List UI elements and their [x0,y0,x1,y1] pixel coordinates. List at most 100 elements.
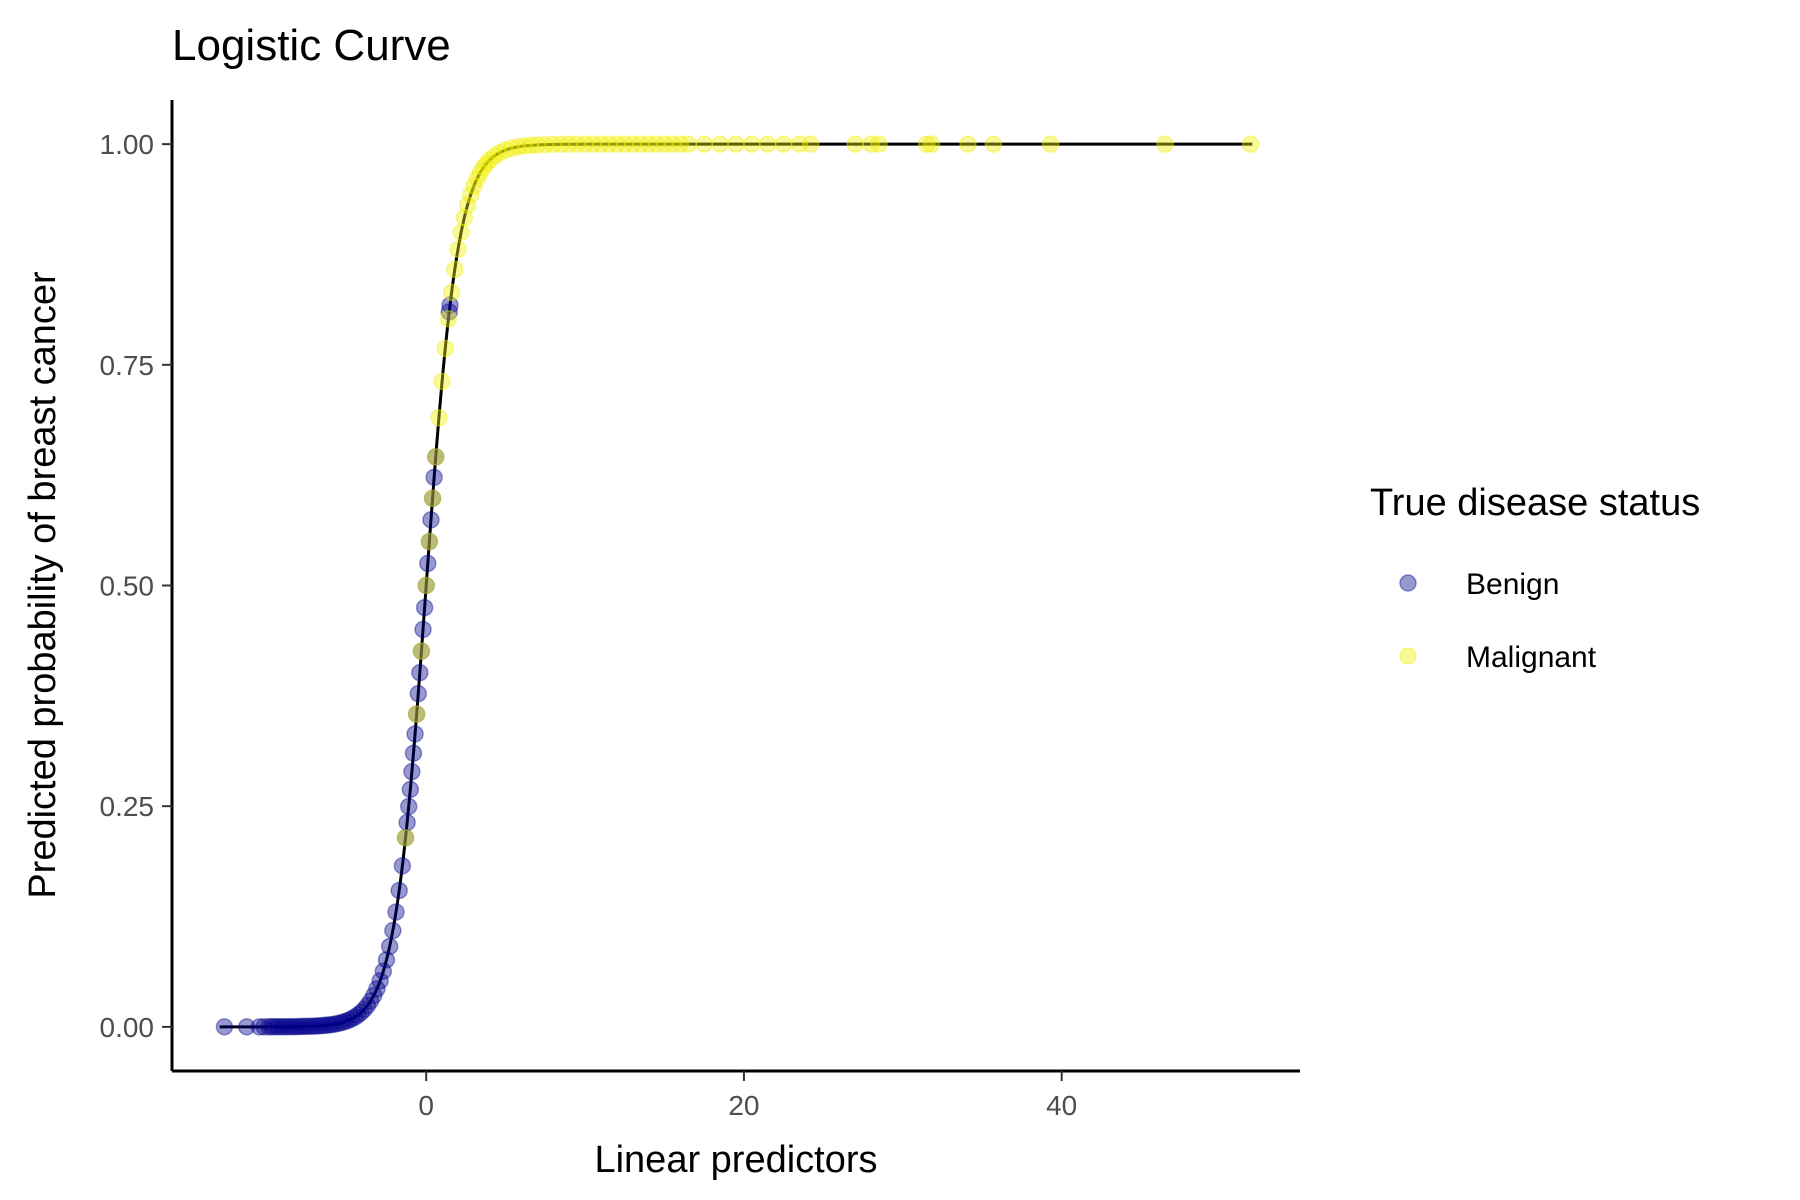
data-point-benign [279,1017,297,1036]
legend-key-benign [1399,574,1417,592]
data-point-malignant [496,141,515,159]
y-tick-label: 0.25 [100,791,155,822]
data-point-malignant [552,135,570,154]
data-point-malignant [455,208,474,227]
data-point-benign [380,937,399,956]
data-point-malignant [671,135,690,153]
data-point-benign [417,576,435,595]
data-point-benign [330,1014,348,1032]
data-point-malignant [616,135,634,153]
data-point-malignant [862,135,880,153]
data-point-malignant [639,135,658,153]
data-point-malignant [465,177,483,195]
data-point-malignant [655,135,674,153]
data-point-benign [255,1018,273,1036]
y-axis-title: Predicted probability of breast cancer [22,271,64,899]
data-point-malignant [417,576,435,595]
data-point-malignant [759,135,777,153]
data-point-malignant [679,135,698,153]
data-point-benign [426,448,445,466]
data-point-benign [368,980,386,998]
data-point-malignant [984,135,1003,153]
data-point-malignant [481,151,499,169]
data-point-benign [323,1015,342,1034]
legend-label-malignant: Malignant [1466,641,1597,674]
data-point-malignant [608,135,626,153]
data-point-malignant [412,642,431,660]
data-point-malignant [490,144,509,162]
y-axis-ticks: 0.00 0.25 0.50 0.75 1.00 [100,129,172,1043]
data-point-benign [266,1018,285,1036]
data-point-benign [440,303,458,321]
data-point-benign [361,992,380,1010]
data-point-benign [311,1017,329,1035]
data-point-malignant [407,705,426,723]
data-point-benign [390,881,408,900]
data-point-malignant [426,448,445,466]
data-point-malignant [846,135,864,153]
data-point-malignant [485,147,504,165]
data-point-benign [333,1013,351,1032]
y-tick-label: 0.00 [100,1012,155,1043]
data-point-benign [398,813,416,832]
data-point-benign [415,598,434,617]
data-point-benign [282,1017,300,1036]
data-point-malignant [433,372,451,391]
data-point-benign [365,986,383,1005]
data-point-benign [399,797,418,816]
data-point-benign [411,663,429,682]
curve-layer [219,142,1253,1029]
data-point-malignant [452,223,470,241]
data-point-malignant [515,137,534,155]
data-point-malignant [584,135,602,153]
data-point-malignant [727,135,745,153]
legend: True disease status Benign Malignant [1370,482,1700,674]
data-point-benign [406,725,424,743]
data-point-malignant [528,136,547,154]
x-tick-label: 0 [418,1090,434,1121]
legend-label-benign: Benign [1466,568,1559,601]
data-point-benign [215,1018,234,1036]
data-point-malignant [870,135,888,153]
data-point-malignant [711,135,729,153]
data-point-benign [409,684,427,703]
data-point-benign [339,1011,358,1030]
data-point-malignant [631,135,650,153]
y-tick-label: 0.75 [100,350,155,381]
data-point-malignant [647,135,666,153]
data-point-malignant [423,489,442,508]
data-point-malignant [623,135,642,153]
data-point-malignant [471,163,489,182]
data-point-benign [407,705,426,723]
data-point-benign [295,1017,313,1036]
data-point-benign [250,1018,269,1036]
data-point-benign [317,1016,335,1035]
series-benign [215,296,459,1036]
data-point-malignant [458,196,477,214]
data-point-malignant [509,138,528,156]
data-point-malignant [461,185,480,204]
chart-title: Logistic Curve [172,21,451,70]
data-point-benign [412,642,431,660]
data-point-benign [260,1018,278,1036]
data-point-malignant [1156,135,1174,153]
data-point-benign [237,1018,256,1036]
data-point-benign [414,620,432,639]
data-point-malignant [1242,135,1260,153]
data-point-benign [291,1017,310,1036]
data-point-benign [342,1010,361,1028]
data-point-malignant [790,135,809,153]
data-point-benign [326,1015,345,1033]
data-point-malignant [430,409,448,427]
data-point-malignant [600,135,618,153]
data-point-malignant [922,135,941,153]
data-point-malignant [468,169,486,188]
data-point-benign [387,903,405,921]
data-point-malignant [436,339,455,358]
data-point-malignant [477,154,496,173]
data-point-malignant [420,532,439,551]
data-point-malignant [442,283,461,302]
data-point-malignant [544,135,563,154]
data-point-benign [285,1017,304,1036]
